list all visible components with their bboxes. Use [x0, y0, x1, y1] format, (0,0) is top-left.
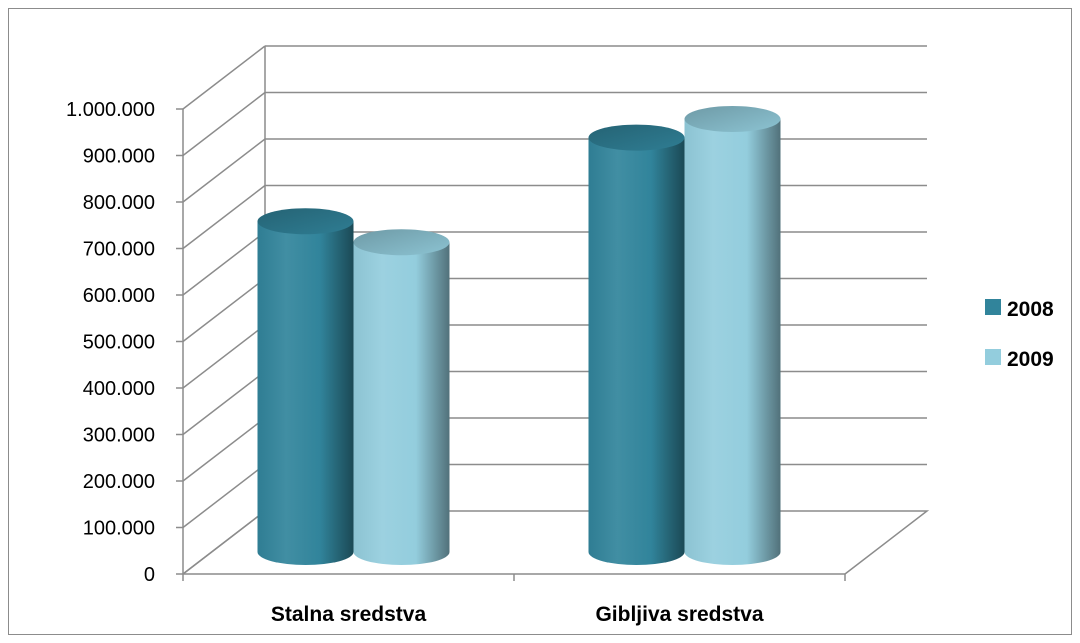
- gridline-side: [182, 370, 266, 436]
- y-tick-label: 300.000: [83, 425, 155, 447]
- legend-label-2008: 2008: [1007, 298, 1054, 321]
- bar-body: [353, 242, 450, 565]
- y-tick-label: 500.000: [83, 332, 155, 354]
- y-tick-label: 0: [144, 564, 155, 586]
- bar-top: [257, 208, 354, 235]
- y-tick-label: 1.000.000: [66, 99, 155, 121]
- bar-body: [684, 119, 781, 565]
- bar-2008-stalna-sredstva: [257, 208, 354, 566]
- axes: [176, 108, 846, 581]
- gridline-side: [182, 231, 266, 296]
- bar-top: [353, 229, 450, 256]
- legend: 2008 2009: [985, 298, 1054, 371]
- gridline-side: [182, 417, 266, 482]
- y-tick-label: 100.000: [83, 518, 155, 540]
- bar-body: [257, 221, 354, 566]
- bars: [257, 106, 781, 566]
- x-category-labels: Stalna sredstva Gibljiva sredstva: [271, 603, 764, 626]
- y-tick-label: 900.000: [83, 146, 155, 168]
- x-category-label: Gibljiva sredstva: [595, 603, 763, 626]
- gridline-side: [182, 324, 266, 389]
- y-tick-label: 600.000: [83, 285, 155, 307]
- gridline-side: [182, 91, 266, 157]
- legend-swatch-2009: [985, 349, 1001, 365]
- bar-2009-stalna-sredstva: [353, 229, 450, 565]
- bar-body: [588, 137, 685, 565]
- gridline-side: [182, 277, 266, 343]
- legend-label-2009: 2009: [1007, 348, 1054, 371]
- chart-frame: [8, 8, 1072, 635]
- x-category-label: Stalna sredstva: [271, 603, 427, 626]
- y-tick-label: 400.000: [83, 378, 155, 400]
- gridline-side: [182, 184, 266, 250]
- y-tick-label: 200.000: [83, 471, 155, 493]
- bar-top: [588, 124, 685, 151]
- y-tick-label: 700.000: [83, 239, 155, 261]
- bar-2008-gibljiva-sredstva: [588, 124, 685, 565]
- legend-swatch-2008: [985, 299, 1001, 315]
- gridline-side: [182, 463, 266, 529]
- bar-top: [684, 106, 781, 132]
- gridline-side: [182, 45, 266, 110]
- y-tick-label: 800.000: [83, 192, 155, 214]
- gridline-side: [182, 138, 266, 203]
- y-tick-labels: 0 100.000 200.000 300.000 400.000 500.000 600.…: [66, 99, 155, 586]
- bar-2009-gibljiva-sredstva: [684, 106, 781, 565]
